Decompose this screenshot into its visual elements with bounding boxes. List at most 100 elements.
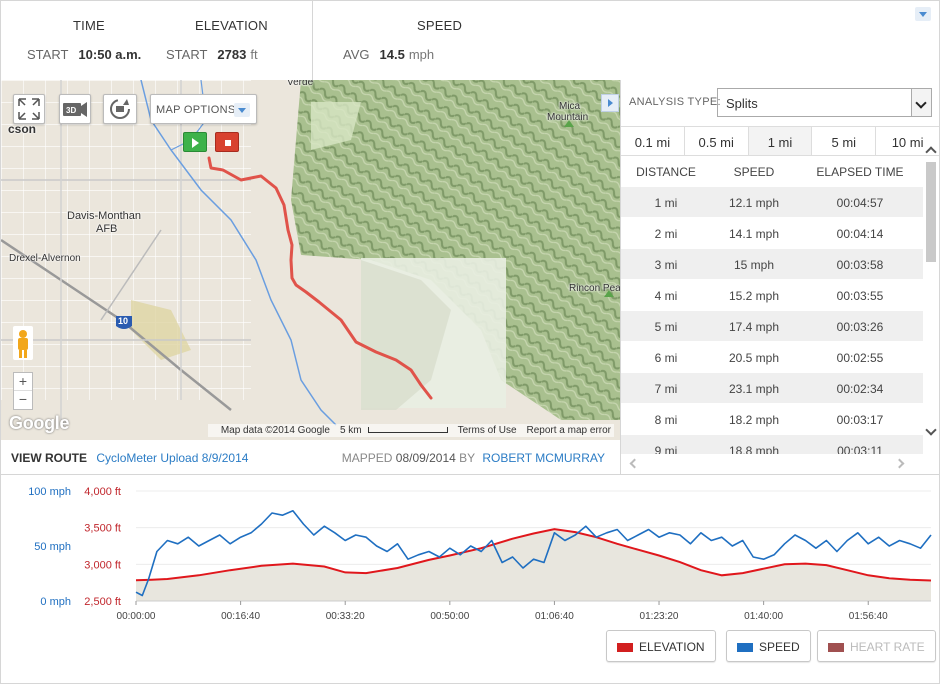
speed-axis-tick: 100 mph [28,486,71,498]
legend-heart-rate-toggle[interactable]: HEART RATE [817,630,936,662]
elevation-start-key: START [166,47,208,62]
speed-group: SPEED AVG 14.5 mph [313,1,939,80]
report-map-error-link[interactable]: Report a map error [526,425,611,436]
rotate-view-button[interactable] [103,94,137,124]
table-row[interactable]: 6 mi 20.5 mph 00:02:55 [621,341,923,372]
map-options-button[interactable]: MAP OPTIONS [150,94,257,124]
table-row[interactable]: 1 mi 12.1 mph 00:04:57 [621,186,923,217]
expand-map-button[interactable] [601,94,619,112]
map-place-verde: Verde [287,80,314,88]
collapse-stats-button[interactable] [915,7,931,21]
time-start-key: START [27,47,69,62]
split-elapsed-time: 00:03:58 [836,258,884,272]
tab-5-mi[interactable]: 5 mi [812,127,877,155]
elevation-start-row: START 2783 ft [166,47,296,62]
legend-heart-rate-label: HEART RATE [850,640,925,654]
legend-speed-toggle[interactable]: SPEED [726,630,811,662]
terms-of-use-link[interactable]: Terms of Use [457,425,517,436]
analysis-type-select[interactable]: Splits [717,88,932,117]
column-distance[interactable]: DISTANCE [636,165,696,179]
fullscreen-button[interactable] [13,94,45,124]
x-axis-tick-label: 00:00:00 [117,611,156,622]
table-row[interactable]: 4 mi 15.2 mph 00:03:55 [621,279,923,310]
split-speed: 18.8 mph [728,444,780,454]
speed-axis-tick: 0 mph [40,596,71,608]
map-place-mountain: Mountain [547,112,589,123]
street-view-pegman[interactable] [13,326,33,360]
elevation-line [135,528,932,582]
time-start-value: 10:50 a.m. [78,47,142,62]
route-start-marker[interactable] [183,132,207,152]
splits-table-body: 1 mi 12.1 mph 00:04:57 2 mi 14.1 mph 00:04:14… [621,186,923,454]
split-speed: 15.2 mph [728,289,780,303]
tab-0-1-mi[interactable]: 0.1 mi [621,127,685,155]
speed-swatch [737,643,753,652]
route-map[interactable]: Verde cson Davis-Monthan AFB Drexel-Alve… [0,80,620,440]
scroll-thumb[interactable] [926,162,936,262]
time-stat: TIME START 10:50 a.m. [27,18,147,62]
scroll-right-icon[interactable] [894,458,905,469]
table-row[interactable]: 5 mi 17.4 mph 00:03:26 [621,310,923,341]
route-name-link[interactable]: CycloMeter Upload 8/9/2014 [96,451,249,465]
analysis-type-label: ANALYSIS TYPE: [629,96,721,108]
time-elevation-group: TIME START 10:50 a.m. ELEVATION START 2783… [1,1,313,80]
by-label: BY [459,451,475,465]
zoom-control: + − [13,372,33,410]
mapped-by-user-link[interactable]: ROBERT MCMURRAY [482,451,605,465]
scroll-down-icon[interactable] [925,424,937,436]
column-elapsed-time[interactable]: ELAPSED TIME [816,165,904,179]
legend-elevation-label: ELEVATION [639,640,705,654]
map-terrain [1,80,620,440]
split-distance: 4 mi [654,289,678,303]
route-info-row: VIEW ROUTE CycloMeter Upload 8/9/2014 MA… [0,440,620,474]
rotate-icon [110,99,130,119]
split-speed: 18.2 mph [728,413,780,427]
zoom-out-button[interactable]: − [14,390,32,408]
mapped-date: 08/09/2014 [395,451,456,465]
analysis-type-value: Splits [726,96,758,111]
tab-10-mi[interactable]: 10 mi [876,127,939,155]
split-distance: 6 mi [654,351,678,365]
chevron-down-icon [911,89,931,116]
split-elapsed-time: 00:03:55 [836,289,884,303]
pegman-icon [18,330,28,358]
map-place-drexel-alvernon: Drexel-Alvernon [9,253,81,264]
split-distance: 1 mi [654,196,678,210]
split-speed: 12.1 mph [728,196,780,210]
split-elapsed-time: 00:03:17 [836,413,884,427]
splits-vertical-scrollbar[interactable] [925,142,937,442]
table-row[interactable]: 7 mi 23.1 mph 00:02:34 [621,372,923,403]
table-row[interactable]: 8 mi 18.2 mph 00:03:17 [621,403,923,434]
splits-horizontal-scrollbar[interactable] [621,454,923,472]
3d-view-button[interactable]: 3D [59,94,91,124]
split-distance: 7 mi [654,382,678,396]
scroll-up-icon[interactable] [925,146,937,158]
table-row[interactable]: 9 mi 18.8 mph 00:03:11 [621,434,923,454]
analysis-panel: ANALYSIS TYPE: Splits 0.1 mi 0.5 mi 1 mi… [620,80,940,474]
mapped-info: MAPPED 08/09/2014 BY ROBERT MCMURRAY [342,451,605,465]
interstate-10-shield: 10 [118,316,129,326]
tab-0-5-mi[interactable]: 0.5 mi [684,127,749,155]
table-row[interactable]: 2 mi 14.1 mph 00:04:14 [621,217,923,248]
split-distance: 9 mi [654,444,678,454]
ride-profile-chart: 100 mph 50 mph 0 mph 4,000 ft 3,500 ft 3,000 … [0,474,940,684]
x-axis-tick-label: 00:33:20 [326,611,365,622]
elevation-swatch [617,643,633,652]
scroll-left-icon[interactable] [629,458,640,469]
map-place-rincon-peak: Rincon Pea [569,283,620,294]
speed-label: SPEED [417,18,463,33]
elevation-axis-tick: 3,500 ft [84,523,121,535]
zoom-in-button[interactable]: + [18,373,28,389]
route-end-marker[interactable] [215,132,239,152]
map-data-credit: Map data ©2014 Google [220,425,330,436]
split-interval-tabs: 0.1 mi 0.5 mi 1 mi 5 mi 10 mi [621,126,939,156]
speed-avg-key: AVG [343,47,370,62]
legend-elevation-toggle[interactable]: ELEVATION [606,630,716,662]
elevation-unit: ft [250,47,258,62]
split-distance: 3 mi [654,258,678,272]
tab-1-mi[interactable]: 1 mi [748,127,813,155]
mapped-label: MAPPED [341,451,393,465]
column-speed[interactable]: SPEED [733,165,775,179]
split-elapsed-time: 00:02:34 [836,382,884,396]
table-row[interactable]: 3 mi 15 mph 00:03:58 [621,248,923,279]
